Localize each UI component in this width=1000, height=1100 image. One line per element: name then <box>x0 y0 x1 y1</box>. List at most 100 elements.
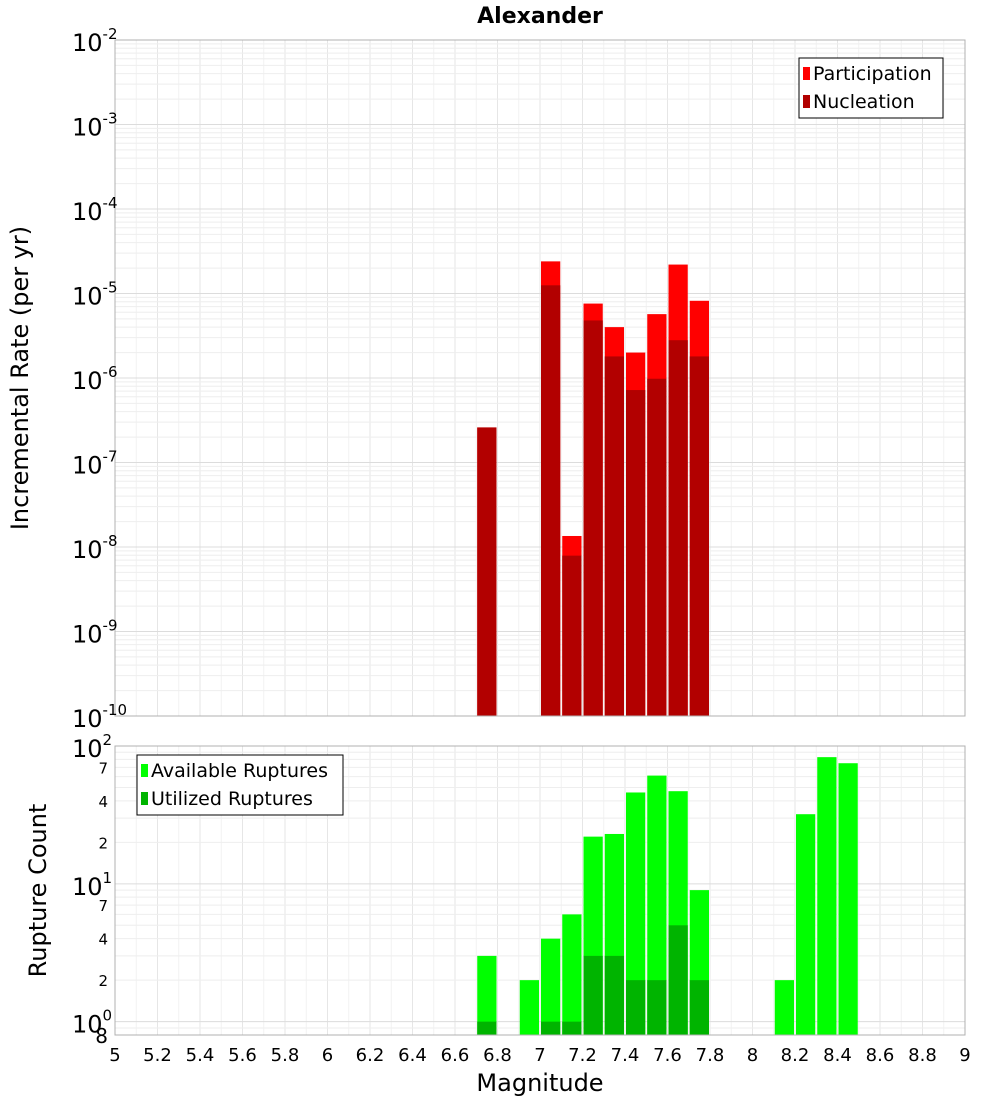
bottom-legend-label: Available Ruptures <box>151 760 328 782</box>
x-tick-label: 6.6 <box>441 1045 470 1066</box>
bottom-y-minor-tick-label: 4 <box>98 793 108 811</box>
tick-base: 10 <box>72 452 103 480</box>
x-tick-label: 7.6 <box>653 1045 682 1066</box>
tick-base: 10 <box>72 198 103 226</box>
tick-exponent: -7 <box>103 448 118 466</box>
x-tick-label: 8 <box>747 1045 758 1066</box>
top-bar-nucleation <box>562 555 582 716</box>
x-tick-label: 7.2 <box>568 1045 597 1066</box>
bottom-bar-utilized-ruptures <box>583 955 603 1035</box>
bottom-legend-swatch <box>141 764 148 777</box>
bottom-legend-box <box>136 754 344 816</box>
top-y-tick-label: 10-6 <box>72 363 118 395</box>
tick-base: 10 <box>72 1011 103 1039</box>
top-y-tick-label: 10-3 <box>72 110 118 142</box>
tick-exponent: -6 <box>103 363 118 381</box>
bottom-bar-available-ruptures <box>626 792 646 1035</box>
x-tick-label: 6.8 <box>483 1045 512 1066</box>
top-legend-box <box>798 57 944 119</box>
tick-base: 10 <box>72 367 103 395</box>
bottom-bar-utilized-ruptures <box>668 925 688 1035</box>
bottom-bar-utilized-ruptures <box>477 1021 497 1035</box>
bottom-y-minor-tick-label: 7 <box>98 897 108 915</box>
tick-exponent: -9 <box>103 617 118 635</box>
top-y-tick-label: 10-4 <box>72 194 118 226</box>
x-tick-label: 8.6 <box>866 1045 895 1066</box>
bottom-y-minor-tick-label: 2 <box>98 834 108 852</box>
tick-exponent: -4 <box>103 194 118 212</box>
bottom-bar-available-ruptures <box>541 938 561 1035</box>
top-y-axis-label: Incremental Rate (per yr) <box>6 226 34 530</box>
top-y-tick-label: 10-7 <box>72 448 118 480</box>
bottom-bar-utilized-ruptures <box>541 1021 561 1035</box>
bottom-bar-available-ruptures <box>796 814 816 1035</box>
top-bar-nucleation <box>541 285 561 716</box>
top-bar-nucleation <box>583 320 603 716</box>
bottom-bar-available-ruptures <box>817 757 837 1035</box>
tick-base: 10 <box>72 873 103 901</box>
x-tick-label: 5.2 <box>143 1045 172 1066</box>
tick-base: 10 <box>72 621 103 649</box>
top-bar-nucleation <box>647 378 667 716</box>
bottom-bar-utilized-ruptures <box>647 980 667 1035</box>
bottom-legend-label: Utilized Ruptures <box>151 788 313 810</box>
top-y-tick-label: 10-2 <box>72 25 118 57</box>
bottom-bar-available-ruptures <box>477 955 497 1035</box>
x-tick-label: 6 <box>322 1045 333 1066</box>
top-bar-nucleation <box>668 340 688 716</box>
bottom-bar-available-ruptures <box>838 763 858 1035</box>
top-legend-label: Nucleation <box>813 91 915 113</box>
tick-exponent: -2 <box>103 25 118 43</box>
bottom-y-minor-tick-label: 4 <box>98 931 108 949</box>
bottom-bar-utilized-ruptures <box>562 1021 582 1035</box>
top-y-tick-label: 10-8 <box>72 532 118 564</box>
top-bar-nucleation <box>477 427 497 716</box>
bottom-y-major-tick-label: 100 <box>72 1007 112 1039</box>
tick-base: 10 <box>72 283 103 311</box>
tick-exponent: 0 <box>103 1007 113 1025</box>
x-tick-label: 6.2 <box>356 1045 385 1066</box>
tick-exponent: 1 <box>103 869 113 887</box>
top-legend-label: Participation <box>813 63 932 85</box>
x-tick-label: 5.4 <box>186 1045 215 1066</box>
bottom-bar-utilized-ruptures <box>604 955 624 1035</box>
tick-exponent: -3 <box>103 110 118 128</box>
tick-base: 10 <box>72 705 103 733</box>
tick-base: 10 <box>72 29 103 57</box>
tick-base: 10 <box>72 536 103 564</box>
bottom-y-axis-label: Rupture Count <box>24 804 52 978</box>
tick-base: 10 <box>72 114 103 142</box>
x-tick-label: 7.4 <box>611 1045 640 1066</box>
top-bar-nucleation <box>626 390 646 716</box>
bottom-bar-available-ruptures <box>774 980 794 1035</box>
x-tick-label: 5.8 <box>271 1045 300 1066</box>
top-plot-frame <box>114 39 966 717</box>
x-tick-label: 8.2 <box>781 1045 810 1066</box>
bottom-bar-available-ruptures <box>647 775 667 1035</box>
x-tick-label: 7 <box>534 1045 545 1066</box>
top-y-tick-label: 10-5 <box>72 279 118 311</box>
tick-exponent: -10 <box>103 701 128 719</box>
bottom-bar-utilized-ruptures <box>626 980 646 1035</box>
x-tick-label: 6.4 <box>398 1045 427 1066</box>
bottom-y-major-tick-label: 102 <box>72 731 112 763</box>
x-tick-label: 7.8 <box>696 1045 725 1066</box>
bottom-y-minor-tick-label: 7 <box>98 759 108 777</box>
bottom-bar-utilized-ruptures <box>689 980 709 1035</box>
bottom-bar-available-ruptures <box>519 980 539 1035</box>
tick-exponent: -8 <box>103 532 118 550</box>
tick-exponent: 2 <box>103 731 113 749</box>
chart-title: Alexander <box>477 4 603 29</box>
tick-exponent: -5 <box>103 279 118 297</box>
bottom-plot-frame <box>114 745 966 1036</box>
top-bar-nucleation <box>689 356 709 716</box>
top-legend-swatch <box>803 95 810 108</box>
x-tick-label: 9 <box>959 1045 970 1066</box>
x-tick-label: 5.6 <box>228 1045 257 1066</box>
x-tick-label: 5 <box>109 1045 120 1066</box>
bottom-bar-available-ruptures <box>562 914 582 1035</box>
top-legend-swatch <box>803 67 810 80</box>
top-bar-nucleation <box>604 356 624 716</box>
